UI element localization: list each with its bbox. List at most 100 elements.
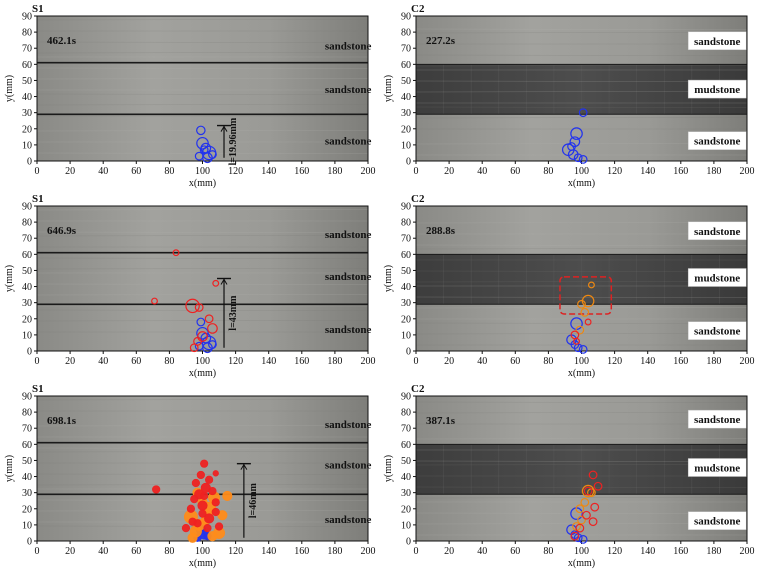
panel-title: C2 [411, 193, 425, 205]
y-tick-label: 60 [22, 440, 32, 451]
panel-title: C2 [411, 383, 425, 395]
layer-label: sandstone [325, 514, 372, 526]
ae-event-point [208, 486, 217, 496]
ae-event-point [222, 490, 233, 501]
ae-event-point [187, 532, 198, 543]
ae-event-point [584, 318, 592, 326]
y-tick-label: 80 [401, 408, 411, 419]
measure-arrow [220, 278, 228, 285]
x-tick-label: 180 [706, 166, 721, 177]
rock-texture [36, 447, 369, 449]
x-tick-label: 60 [131, 166, 141, 177]
y-tick-label: 60 [401, 250, 411, 261]
ae-event-point [212, 279, 220, 287]
rock-texture [36, 41, 369, 43]
x-axis-label: x(mm) [189, 178, 216, 189]
rock-texture [36, 235, 369, 237]
y-tick-label: 40 [401, 282, 411, 293]
x-tick-label: 120 [607, 166, 622, 177]
ae-event-point [196, 326, 209, 340]
ae-event-point [151, 297, 158, 305]
x-tick-label: 0 [414, 356, 419, 367]
rock-background [37, 206, 368, 351]
x-tick-label: 180 [706, 546, 721, 557]
ae-event-point [190, 495, 199, 504]
y-tick-label: 20 [22, 314, 32, 325]
y-tick-label: 40 [22, 472, 32, 483]
ae-event-point [211, 507, 220, 517]
rock-texture [415, 117, 748, 119]
rock-texture [36, 231, 369, 233]
x-axis-label: x(mm) [568, 368, 595, 379]
ae-event-point [582, 510, 591, 520]
rock-texture [415, 438, 748, 440]
x-tick-label: 180 [706, 356, 721, 367]
layer-label-box [687, 458, 747, 477]
x-axis-label: x(mm) [568, 178, 595, 189]
rock-texture [36, 67, 369, 69]
y-tick-label: 10 [401, 520, 411, 531]
rock-texture [415, 401, 748, 403]
ae-event-point [578, 344, 588, 354]
x-tick-label: 140 [640, 166, 655, 177]
x-tick-label: 100 [195, 546, 210, 557]
x-tick-label: 0 [35, 546, 40, 557]
x-tick-label: 180 [327, 546, 342, 557]
x-tick-label: 160 [673, 166, 688, 177]
ae-event-point [208, 340, 217, 349]
ae-event-point [194, 303, 204, 312]
ae-event-point [200, 459, 209, 468]
x-tick-label: 100 [574, 356, 589, 367]
ae-event-point [578, 154, 588, 164]
y-tick-label: 10 [401, 140, 411, 151]
layer-label: sandstone [694, 136, 741, 148]
rock-texture [36, 257, 369, 259]
ae-event-point [196, 317, 206, 327]
y-tick-label: 40 [22, 282, 32, 293]
panel-c2-5: 0 20 40 60 80 100 120 140 160 180 200 0 10 20 30 40 50 60… [383, 383, 755, 569]
x-tick-label: 80 [543, 546, 553, 557]
ae-event-point [204, 314, 214, 324]
y-tick-label: 50 [22, 456, 32, 467]
x-tick-label: 100 [574, 546, 589, 557]
rock-texture [36, 19, 369, 21]
x-tick-label: 160 [673, 546, 688, 557]
rock-texture [36, 320, 369, 322]
y-tick-label: 50 [22, 266, 32, 277]
y-tick-label: 20 [401, 314, 411, 325]
layer-label: sandstone [694, 36, 741, 48]
y-tick-label: 10 [22, 520, 32, 531]
ae-event-point [593, 481, 603, 491]
ae-event-point [198, 509, 207, 518]
x-tick-label: 180 [327, 166, 342, 177]
x-tick-label: 200 [740, 356, 755, 367]
x-tick-label: 40 [477, 166, 487, 177]
rock-texture [36, 209, 369, 211]
y-tick-label: 80 [22, 218, 32, 229]
x-tick-label: 60 [131, 546, 141, 557]
ae-event-point [211, 498, 220, 507]
layer-label: sandstone [694, 326, 741, 338]
y-tick-label: 70 [22, 424, 32, 435]
rock-texture [36, 283, 369, 285]
ae-event-point [583, 486, 593, 496]
y-axis-label: y(mm) [4, 75, 15, 102]
x-tick-label: 160 [294, 166, 309, 177]
y-tick-label: 30 [22, 108, 32, 119]
x-tick-label: 100 [574, 166, 589, 177]
ae-event-point [200, 491, 209, 500]
time-label: 288.8s [426, 225, 456, 237]
layer-label-box [687, 79, 747, 99]
y-tick-label: 40 [22, 92, 32, 103]
x-axis-label: x(mm) [568, 558, 595, 569]
rock-texture [36, 399, 369, 401]
y-tick-label: 0 [27, 157, 32, 168]
y-tick-label: 30 [22, 488, 32, 499]
rock-texture [415, 497, 748, 499]
panel-s1-0: 0 20 40 60 80 100 120 140 160 180 200 0 10 20 30 40 50 60… [4, 3, 376, 189]
y-tick-label: 60 [401, 440, 411, 451]
y-tick-label: 20 [22, 124, 32, 135]
x-tick-label: 120 [607, 356, 622, 367]
y-axis-label: y(mm) [4, 265, 15, 292]
y-tick-label: 10 [22, 330, 32, 341]
